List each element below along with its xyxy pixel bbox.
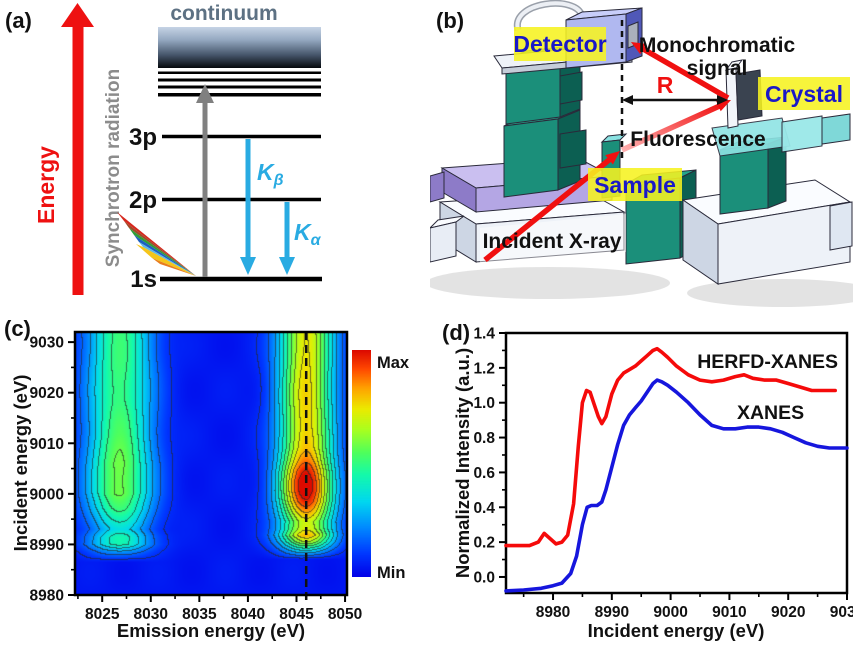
x-tick-label: 9030: [830, 604, 853, 621]
panel-c-axes: (c) 8025 8030 8035 8040 8045 8050 8980 8990 9000…: [4, 316, 410, 641]
panel-c-rxes-map: (c) 8025 8030 8035 8040 8045 8050 8980 8990 9000…: [0, 310, 430, 645]
y-tick-label: 9010: [30, 436, 64, 453]
crystal-highlight: [758, 77, 850, 110]
kalpha-base: K: [294, 219, 312, 245]
monochromatic-label-line2: signal: [687, 57, 748, 80]
synchrotron-radiation-label: Synchrotron radiation: [103, 69, 124, 267]
kbeta-sub: β: [273, 172, 284, 189]
curve-group: [504, 346, 849, 593]
c-yaxis-title: Incident energy (eV): [10, 375, 31, 552]
y-tick-label: 1.4: [473, 326, 495, 343]
x-tick-label: 9000: [653, 604, 687, 621]
c-xaxis-title: Emission energy (eV): [117, 620, 305, 641]
level-1s-label: 1s: [130, 266, 157, 293]
rxes-heatmap: [75, 332, 347, 595]
curve-label: HERFD-XANES: [697, 351, 838, 373]
left-shadow: [430, 267, 670, 299]
level-lines: [160, 134, 322, 282]
y-tick-label: 0.6: [473, 465, 495, 482]
y-tick-label: 0.2: [473, 535, 495, 552]
x-tick-label: 8030: [134, 606, 168, 623]
excitation-arrow-icon: [196, 84, 214, 277]
detector-cable-core: [515, 1, 584, 31]
x-tick-label: 8025: [85, 606, 120, 623]
d-yaxis-title: Normalized Intensity (a.u.): [452, 348, 473, 578]
y-tick-label: 0.4: [473, 500, 495, 517]
panel-a-label: (a): [5, 8, 32, 33]
monochromatic-label-line1: Monochromatic: [639, 34, 796, 57]
right-shadow: [687, 279, 853, 307]
rydberg-lines: [158, 71, 321, 97]
continuum-label: continuum: [170, 2, 277, 25]
rainbow-beam-icon: [117, 212, 196, 276]
panel-b-spectrometer-schematic: (b) Detector Monochromatic signal R Crys…: [430, 0, 853, 307]
x-tick-label: 8990: [595, 604, 629, 621]
panel-d-label: (d): [442, 320, 470, 345]
y-tick-label: 9030: [30, 335, 64, 352]
x-tick-label: 9020: [771, 604, 805, 621]
continuum-band: [158, 27, 321, 68]
y-tick-label: 8990: [30, 537, 64, 554]
x-tick-label: 9010: [712, 604, 746, 621]
x-tick-label: 8040: [231, 606, 265, 623]
y-tick-label: 9020: [30, 385, 64, 402]
energy-axis-label: Energy: [33, 146, 59, 224]
level-3p-label: 3p: [129, 124, 157, 151]
sample-highlight: [588, 168, 682, 201]
annotation-group: HERFD-XANES XANES: [697, 351, 838, 424]
x-tick-label: 8045: [279, 606, 314, 623]
y-tick-label: 1.2: [473, 360, 495, 377]
kbeta-base: K: [257, 159, 275, 185]
y-tick-label: 1.0: [473, 395, 495, 412]
detector-label: Detector: [513, 31, 606, 57]
panel-c-label: (c): [4, 316, 31, 341]
radius-arrow: [622, 95, 728, 105]
colorbar: [352, 350, 371, 577]
level-2p-label: 2p: [129, 187, 157, 214]
panel-d-xanes-plot: (d) 8980 8990 9000 9010 9020 9030 0.0 0.2 0.4 0.6…: [442, 320, 853, 641]
incident-xray-label: Incident X-ray: [483, 230, 622, 253]
fluorescence-label: Fluorescence: [630, 128, 765, 151]
tick-group: 8025 8030 8035 8040 8045 8050 8980 8990 9000 9010…: [30, 335, 363, 623]
y-tick-label: 0.0: [473, 569, 495, 586]
crystal-stage-assembly: [681, 59, 853, 285]
plot-frame: [504, 331, 849, 595]
plot-frame: [73, 330, 349, 597]
colorbar-min-label: Min: [377, 564, 405, 582]
curve-label: XANES: [737, 402, 804, 424]
panel-a-energy-diagram: (a) Energy Synchrotron radiation continu…: [5, 2, 322, 295]
crystal-label: Crystal: [765, 81, 843, 107]
panel-b-label: (b): [436, 8, 464, 33]
detector-highlight: [514, 27, 606, 61]
colorbar-max-label: Max: [377, 354, 410, 372]
monochromatic-beam: [631, 42, 730, 101]
radius-label: R: [657, 72, 674, 98]
kbeta-label: Kβ: [257, 159, 284, 189]
kalpha-label: Kα: [294, 219, 322, 249]
kalpha-sub: α: [311, 232, 322, 249]
x-tick-label: 8035: [182, 606, 217, 623]
kbeta-arrow-icon: [240, 139, 256, 275]
y-tick-label: 0.8: [473, 430, 495, 447]
kalpha-arrow-icon: [279, 202, 295, 275]
y-tick-label: 8980: [30, 588, 64, 605]
y-tick-label: 9000: [30, 486, 64, 503]
series-herfd-xanes: [504, 346, 838, 548]
sample-label: Sample: [594, 172, 676, 198]
series-xanes: [504, 378, 849, 593]
tick-group: 8980 8990 9000 9010 9020 9030 0.0 0.2 0.4 0.6 0.8 1…: [473, 326, 853, 622]
x-tick-label: 8980: [536, 604, 570, 621]
left-stage-assembly: [430, 43, 633, 263]
d-xaxis-title: Incident energy (eV): [588, 620, 765, 641]
x-tick-label: 8050: [328, 606, 362, 623]
energy-arrow-icon: [61, 3, 94, 295]
